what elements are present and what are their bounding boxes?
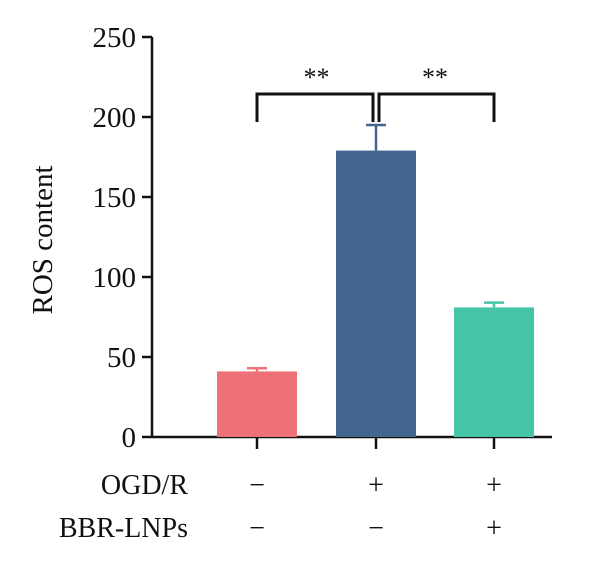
condition-mark: +	[368, 470, 384, 501]
significance-bracket-2	[377, 92, 496, 122]
condition-mark: −	[368, 513, 384, 544]
condition-mark: +	[486, 513, 502, 544]
bar-1	[217, 371, 297, 437]
condition-mark: −	[249, 513, 265, 544]
y-tick-label: 100	[93, 262, 137, 294]
y-tick-label: 0	[122, 422, 137, 454]
condition-label-1: OGD/R	[101, 470, 188, 501]
y-tick-label: 150	[93, 182, 137, 214]
bars	[217, 123, 534, 437]
y-tick-label: 250	[93, 22, 137, 54]
condition-mark: +	[486, 470, 502, 501]
condition-table: OGD/R − + + BBR-LNPs − − +	[59, 470, 502, 544]
significance-label-1: **	[304, 63, 330, 92]
significance-bracket-1	[255, 92, 375, 122]
bar-3	[454, 307, 534, 437]
y-axis-label: ROS content	[27, 165, 59, 314]
significance-label-2: **	[422, 63, 448, 92]
y-axis: 0 50 100 150 200 250	[93, 22, 154, 454]
y-tick-label: 50	[107, 342, 136, 374]
condition-mark: −	[249, 470, 265, 501]
y-tick-label: 200	[93, 102, 137, 134]
x-axis	[152, 435, 552, 449]
condition-label-2: BBR-LNPs	[59, 513, 188, 544]
bar-2	[336, 150, 416, 437]
significance-brackets: ** **	[255, 63, 496, 122]
